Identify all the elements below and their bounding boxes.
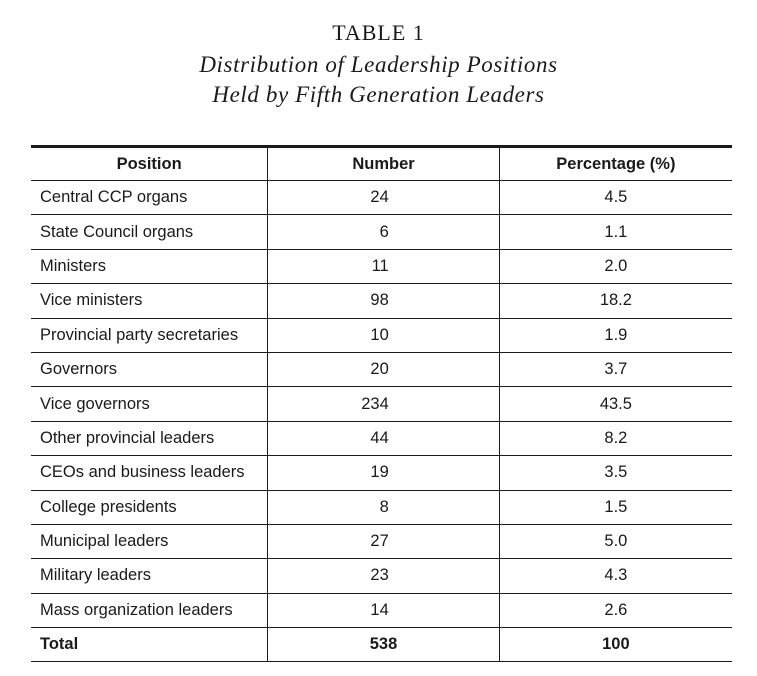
cell-number: 10 [267,318,500,353]
table-number: TABLE 1 [332,20,425,45]
table-row: State Council organs 6 1.1 [31,214,732,250]
cell-position: Vice ministers [31,283,268,319]
cell-number: 44 [267,421,500,457]
cell-position: Municipal leaders [31,524,268,560]
table-row: Municipal leaders 27 5.0 [31,524,732,560]
cell-percentage: 43.5 [498,386,732,422]
column-header-position: Position [31,145,268,181]
cell-number: 8 [267,490,500,525]
total-percentage: 100 [498,627,732,663]
table-row: Governors 20 3.7 [31,352,732,388]
cell-percentage: 1.5 [498,490,732,525]
cell-percentage: 8.2 [498,421,732,457]
table-title-line-1: Distribution of Leadership Positions [199,52,558,77]
cell-number: 14 [267,593,500,629]
cell-number: 20 [267,352,500,388]
total-number: 538 [267,627,500,663]
cell-position: CEOs and business leaders [31,455,268,491]
table-row: CEOs and business leaders 19 3.5 [31,455,732,491]
table-row: Provincial party secretaries 10 1.9 [31,318,732,353]
cell-percentage: 2.6 [498,593,732,629]
cell-position: Military leaders [31,558,268,594]
cell-position: Central CCP organs [31,180,268,216]
cell-position: State Council organs [31,214,268,250]
cell-number: 11 [267,249,500,285]
cell-percentage: 4.3 [498,558,732,594]
cell-number: 27 [267,524,500,560]
cell-percentage: 1.1 [498,214,732,250]
cell-percentage: 18.2 [498,283,732,319]
table-row: College presidents 8 1.5 [31,490,732,525]
cell-percentage: 4.5 [498,180,732,216]
table-row: Mass organization leaders 14 2.6 [31,593,732,629]
cell-number: 23 [267,558,500,594]
cell-number: 234 [267,386,500,422]
cell-number: 6 [267,214,500,250]
cell-number: 24 [267,180,500,216]
cell-percentage: 3.5 [498,455,732,491]
table-row: Other provincial leaders 44 8.2 [31,421,732,457]
cell-number: 98 [267,283,500,319]
cell-percentage: 2.0 [498,249,732,285]
table-row: Central CCP organs 24 4.5 [31,180,732,216]
cell-position: Provincial party secretaries [31,318,268,353]
table-row: Vice governors 234 43.5 [31,386,732,422]
column-header-number: Number [267,145,500,181]
cell-position: College presidents [31,490,268,525]
cell-percentage: 3.7 [498,352,732,388]
leadership-table: Position Number Percentage (%) Central C… [31,145,732,663]
table-row: Ministers 11 2.0 [31,249,732,285]
table-title-line-2: Held by Fifth Generation Leaders [212,82,545,107]
cell-position: Vice governors [31,386,268,422]
total-row: Total 538 100 [31,627,732,663]
cell-percentage: 5.0 [498,524,732,560]
table-row: Vice ministers 98 18.2 [31,283,732,319]
cell-number: 19 [267,455,500,491]
cell-position: Ministers [31,249,268,285]
cell-position: Governors [31,352,268,388]
cell-position: Mass organization leaders [31,593,268,629]
cell-percentage: 1.9 [498,318,732,353]
header-row: Position Number Percentage (%) [31,145,732,181]
cell-position: Other provincial leaders [31,421,268,457]
table-row: Military leaders 23 4.3 [31,558,732,594]
total-label: Total [31,627,268,663]
column-header-percentage: Percentage (%) [498,145,732,181]
